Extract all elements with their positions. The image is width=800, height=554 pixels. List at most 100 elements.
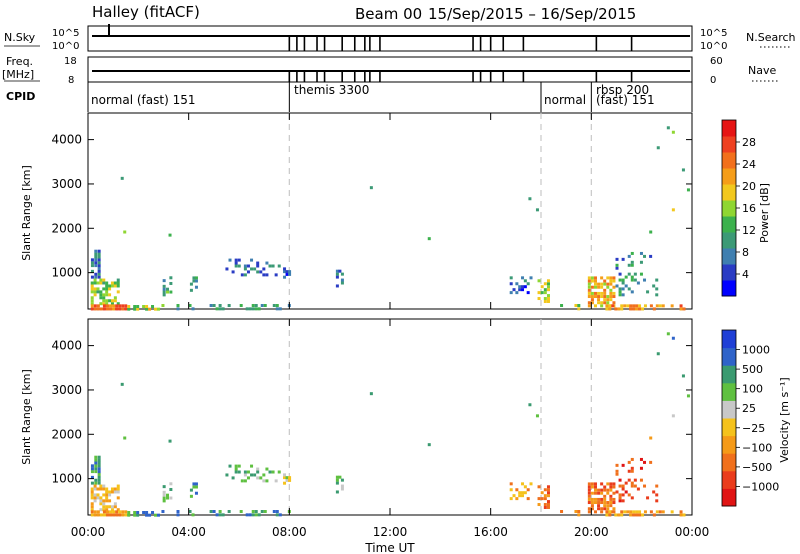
range-tick-label: 1000 — [51, 266, 82, 280]
velocity-echo — [102, 493, 106, 497]
velocity-echo — [218, 510, 222, 514]
range-tick-label: 2000 — [51, 427, 82, 441]
velocity-echo — [275, 510, 279, 514]
power-echo — [587, 304, 591, 308]
velocity-echo — [99, 513, 103, 517]
velocity-echo — [515, 488, 519, 492]
power-echo — [618, 290, 622, 294]
power-echo — [253, 267, 257, 271]
velocity-echo — [606, 482, 610, 486]
velocity-echo — [102, 513, 106, 517]
velocity-echo — [603, 485, 607, 489]
velocity-echo — [600, 497, 604, 501]
power-echo — [285, 270, 289, 274]
power-echo — [630, 251, 634, 255]
velocity-echo — [90, 467, 94, 471]
power-echo — [590, 285, 594, 289]
power-echo — [99, 278, 103, 282]
velocity-echo — [151, 511, 155, 515]
velocity-echo — [335, 490, 339, 494]
velocity-echo — [94, 467, 98, 471]
power-echo — [93, 307, 97, 311]
velocity-echo — [603, 507, 607, 511]
power-echo — [257, 307, 261, 311]
velocity-echo — [90, 470, 94, 474]
power-echo — [523, 279, 527, 283]
velocity-echo — [162, 499, 166, 503]
velocity-echo — [118, 510, 122, 514]
velocity-echo — [265, 467, 269, 471]
power-echo — [681, 168, 685, 172]
power-echo — [188, 304, 192, 308]
velocity-echo — [606, 488, 610, 492]
velocity-echo — [629, 510, 633, 514]
velocity-echo — [90, 496, 94, 500]
velocity-echo — [161, 510, 165, 514]
power-echo — [90, 307, 94, 311]
nave-label: Nave — [748, 64, 776, 77]
power-echo — [627, 272, 631, 276]
power-echo — [623, 304, 627, 308]
power-echo — [638, 304, 642, 308]
velocity-echo — [283, 473, 287, 477]
velocity-echo — [227, 510, 231, 514]
power-echo — [603, 279, 607, 283]
velocity-echo — [633, 484, 637, 488]
power-echo — [620, 304, 624, 308]
velocity-echo — [110, 505, 114, 509]
power-echo — [624, 275, 628, 279]
power-echo — [169, 281, 173, 285]
nsearch-tick-top: 10^5 — [700, 28, 727, 39]
power-echo — [162, 290, 166, 294]
velocity-echo — [228, 464, 232, 468]
power-echo — [127, 305, 131, 309]
power-echo — [617, 307, 621, 311]
velocity-echo — [603, 494, 607, 498]
power-echo — [639, 260, 643, 264]
power-echo — [587, 295, 591, 299]
velocity-echo — [529, 482, 533, 486]
power-echo — [609, 298, 613, 302]
power-echo — [639, 272, 643, 276]
power-echo — [148, 307, 152, 311]
velocity-echo — [603, 497, 607, 501]
velocity-echo — [335, 475, 339, 479]
colorbar-tick-label: −25 — [742, 422, 765, 435]
power-echo — [521, 288, 525, 292]
power-echo — [116, 278, 120, 282]
velocity-echo — [587, 482, 591, 486]
power-echo — [194, 279, 198, 283]
velocity-echo — [97, 475, 101, 479]
velocity-echo — [587, 510, 591, 514]
power-echo — [136, 305, 140, 309]
power-echo — [621, 257, 625, 261]
power-echo — [369, 186, 373, 190]
colorbar-swatch — [722, 168, 736, 185]
freq-label: Freq. — [6, 55, 33, 68]
power-echo — [110, 281, 114, 285]
velocity-echo — [110, 508, 114, 512]
velocity-echo — [537, 485, 541, 489]
velocity-echo — [600, 510, 604, 514]
power-echo — [649, 304, 653, 308]
power-echo — [630, 290, 634, 294]
power-echo — [509, 276, 513, 280]
power-echo — [526, 282, 530, 286]
power-echo — [262, 273, 266, 277]
date-range: 15/Sep/2015 – 16/Sep/2015 — [428, 5, 636, 23]
velocity-echo — [646, 496, 650, 500]
power-echo — [338, 269, 342, 273]
velocity-echo — [254, 513, 258, 517]
power-echo — [90, 304, 94, 308]
velocity-echo — [666, 332, 670, 336]
power-echo — [113, 281, 117, 285]
colorbar-tick-label: 12 — [742, 224, 756, 237]
power-echo — [176, 307, 180, 311]
time-tick-label: 20:00 — [574, 525, 609, 539]
power-echo — [546, 285, 550, 289]
power-echo — [340, 281, 344, 285]
velocity-echo — [97, 470, 101, 474]
power-echo — [246, 264, 250, 268]
velocity-echo — [593, 491, 597, 495]
power-echo — [509, 291, 513, 295]
